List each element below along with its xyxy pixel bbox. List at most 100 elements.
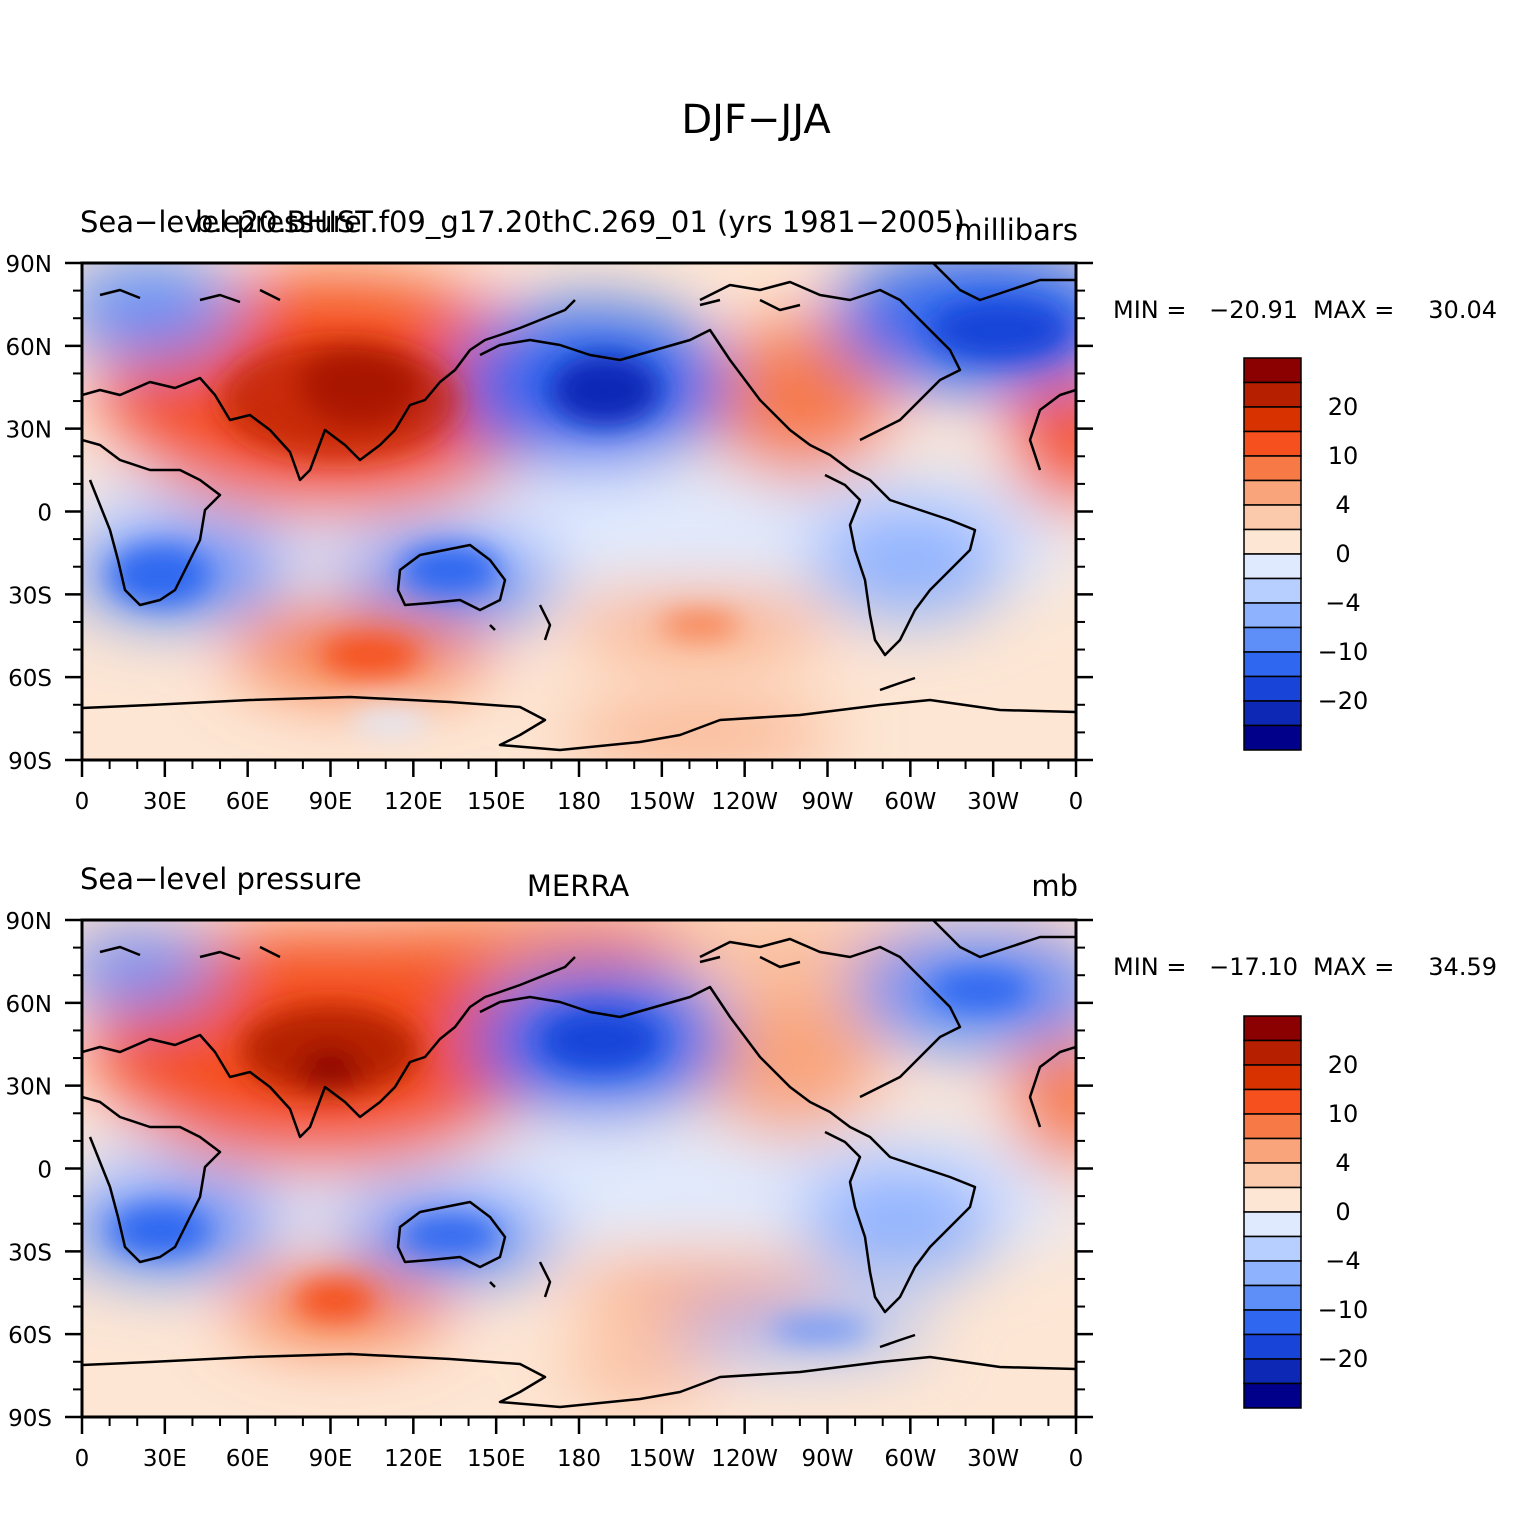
lat-tick-label: 90S [8, 1406, 52, 1432]
colorbar-swatch [1243, 1064, 1302, 1091]
lat-tick-label: 90S [8, 749, 52, 775]
lon-tick-label: 150W [629, 1446, 696, 1472]
colorbar-swatch [1243, 1088, 1302, 1115]
colorbar-swatch [1243, 577, 1302, 604]
lat-tick-label: 30S [8, 583, 52, 609]
max-label: MAX = [1313, 953, 1394, 981]
colorbar-label: 4 [1335, 491, 1350, 519]
colorbar-swatch [1243, 479, 1302, 506]
colorbar-swatch [1243, 1260, 1302, 1287]
colorbar-label: 4 [1335, 1149, 1350, 1177]
lon-tick-label: 0 [75, 789, 90, 815]
colorbar-label: 10 [1328, 442, 1359, 470]
lon-tick-label: 90E [309, 1446, 353, 1472]
lon-tick-label: 150E [467, 1446, 525, 1472]
colorbar-swatch [1243, 675, 1302, 702]
colorbar-label: 20 [1328, 1051, 1359, 1079]
lon-tick-label: 150W [629, 789, 696, 815]
colorbar-label: −10 [1318, 638, 1369, 666]
min-value: −17.10 [1209, 953, 1298, 981]
lat-tick-label: 30N [6, 1075, 52, 1101]
lon-tick-label: 120W [711, 789, 778, 815]
min-label: MIN = [1113, 953, 1186, 981]
lat-tick-label: 0 [37, 501, 52, 527]
lat-tick-label: 30S [8, 1240, 52, 1266]
colorbar-label: 10 [1328, 1100, 1359, 1128]
min-value: −20.91 [1209, 296, 1298, 324]
colorbar-swatch [1243, 1358, 1302, 1385]
lon-tick-label: 150E [467, 789, 525, 815]
lat-tick-label: 60S [8, 1323, 52, 1349]
lon-tick-label: 30W [967, 1446, 1019, 1472]
max-value: 34.59 [1428, 953, 1497, 981]
colorbar-label: −10 [1318, 1296, 1369, 1324]
colorbar-swatch [1243, 1162, 1302, 1189]
colorbar-swatch [1243, 1284, 1302, 1311]
lat-tick-label: 90N [6, 909, 52, 935]
lat-tick-label: 60N [6, 992, 52, 1018]
lon-tick-label: 30W [967, 789, 1019, 815]
panel-bottom-units: mb [1031, 869, 1078, 903]
colorbar-label: 0 [1335, 1198, 1350, 1226]
panel-top-left-title: Sea−level pressure [80, 205, 362, 239]
pressure-field-top [82, 263, 1076, 760]
colorbar-label: −20 [1318, 1345, 1369, 1373]
coastlines-top [82, 263, 1076, 752]
lon-tick-label: 120E [384, 1446, 442, 1472]
colorbar-swatch [1243, 724, 1302, 751]
panel-bottom: Sea−level pressure MERRA mb [6, 862, 1497, 1472]
pressure-field-bottom [82, 920, 1076, 1417]
axes-bottom: 90N 60N 30N 0 30S 60S 90S 0 30E 60E 90E 120E 150E 180… [6, 909, 1093, 1472]
panel-bottom-center-title: MERRA [527, 869, 629, 903]
axes-top: 90N 60N 30N 0 30S 60S 90S 0 30E 60E 90E 120E 150E 180… [6, 252, 1093, 815]
colorbar-swatch [1243, 1333, 1302, 1360]
colorbar-swatch [1243, 528, 1302, 555]
panel-bottom-stats: MIN = −17.10 MAX = 34.59 [1113, 953, 1497, 981]
lon-tick-label: 0 [1069, 1446, 1084, 1472]
colorbar-swatch [1243, 1309, 1302, 1336]
lon-tick-label: 90W [801, 1446, 853, 1472]
panel-bottom-left-title: Sea−level pressure [80, 862, 362, 896]
colorbar-swatch [1243, 1015, 1302, 1042]
lat-tick-label: 0 [37, 1158, 52, 1184]
lon-tick-label: 120E [384, 789, 442, 815]
lat-tick-label: 30N [6, 418, 52, 444]
colorbar-label: −20 [1318, 687, 1369, 715]
colorbar-swatch [1243, 553, 1302, 580]
lon-tick-label: 180 [557, 1446, 601, 1472]
colorbar-label: −4 [1325, 589, 1360, 617]
colorbar-swatch [1243, 1039, 1302, 1066]
colorbar-bottom: 20 10 4 0 −4 −10 −20 [1243, 1015, 1369, 1409]
colorbar-swatch [1243, 504, 1302, 531]
panel-top-center-title: b.e20.BHIST.f09_g17.20thC.269_01 (yrs 19… [195, 205, 965, 239]
lon-tick-label: 90W [801, 789, 853, 815]
lon-tick-label: 90E [309, 789, 353, 815]
colorbar-swatch [1243, 406, 1302, 433]
lat-tick-label: 60S [8, 666, 52, 692]
colorbar-swatch [1243, 455, 1302, 482]
colorbar-swatch [1243, 700, 1302, 727]
colorbar-swatch [1243, 1186, 1302, 1213]
colorbar-label: 20 [1328, 393, 1359, 421]
colorbar-swatch [1243, 602, 1302, 629]
lon-tick-label: 60W [884, 1446, 936, 1472]
panel-top-stats: MIN = −20.91 MAX = 30.04 [1113, 296, 1497, 324]
colorbar-swatch [1243, 1113, 1302, 1140]
figure-title: DJF−JJA [681, 97, 831, 143]
lon-tick-label: 30E [143, 1446, 187, 1472]
colorbar-swatch [1243, 626, 1302, 653]
colorbar-swatch [1243, 1137, 1302, 1164]
lon-tick-label: 60W [884, 789, 936, 815]
lon-tick-label: 60E [226, 1446, 270, 1472]
panel-top: Sea−level pressure b.e20.BHIST.f09_g17.2… [6, 205, 1497, 815]
max-label: MAX = [1313, 296, 1394, 324]
lon-tick-label: 0 [1069, 789, 1084, 815]
lon-tick-label: 180 [557, 789, 601, 815]
colorbar-swatch [1243, 381, 1302, 408]
lat-tick-label: 90N [6, 252, 52, 278]
colorbar-swatch [1243, 357, 1302, 384]
coastlines-bottom [82, 920, 1076, 1409]
max-value: 30.04 [1428, 296, 1497, 324]
lon-tick-label: 120W [711, 1446, 778, 1472]
